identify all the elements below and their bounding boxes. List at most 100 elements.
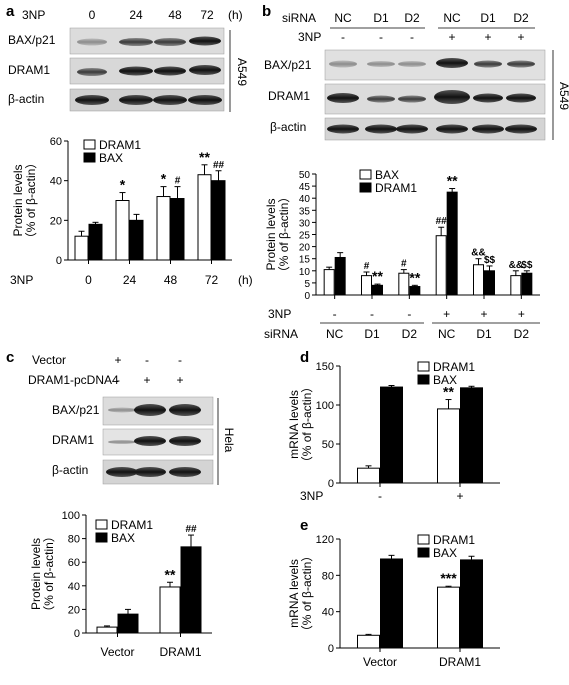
x-row-value: - — [370, 307, 374, 321]
y-tick-label: 80 — [322, 570, 334, 582]
bar — [460, 387, 483, 484]
x-tick-label: D1 — [364, 327, 380, 341]
significance-mark: *** — [440, 570, 457, 586]
panel-c-vector-mark-2: - — [178, 353, 182, 367]
panel-b-blot: b siRNA NC D1 D2 NC D1 D2 3NP - - - + + … — [262, 3, 569, 141]
x-tick-label: 48 — [164, 273, 178, 287]
blot-band — [398, 95, 426, 103]
bar — [460, 559, 483, 649]
significance-mark: ** — [409, 269, 420, 285]
y-tick-label: 20 — [299, 243, 311, 254]
significance-mark: $$ — [484, 255, 496, 266]
panel-a-blot-label-actin: β-actin — [8, 92, 44, 106]
panel-b-sirna-2: D2 — [404, 11, 420, 25]
panel-d-letter: d — [300, 349, 309, 366]
legend-label: DRAM1 — [99, 138, 141, 152]
y-axis-label-line: （% of β-actin） — [300, 550, 314, 638]
legend-swatch — [359, 169, 372, 180]
panel-b-blot-label-bax: BAX/p21 — [264, 58, 312, 72]
panel-b-3np-4: + — [484, 30, 491, 44]
y-tick-label: 100 — [62, 510, 80, 522]
y-tick-label: 50 — [299, 170, 311, 181]
y-tick-label: 60 — [50, 136, 62, 148]
bar — [437, 586, 460, 649]
y-tick-label: 50 — [322, 439, 334, 451]
blot-band — [169, 404, 201, 416]
panel-c-cell-line: Hela — [222, 428, 236, 453]
x-row-label: siRNA — [264, 327, 298, 341]
blot-band — [169, 436, 201, 446]
legend-swatch — [83, 139, 96, 150]
x-tick-label: + — [456, 489, 463, 503]
significance-mark: && — [471, 248, 485, 259]
panel-c-dram-mark-0: - — [116, 373, 120, 387]
bar — [437, 408, 460, 484]
blot-band — [436, 58, 468, 68]
significance-mark: ## — [213, 160, 225, 171]
y-axis-label-line: mRNA levels — [287, 559, 301, 628]
bar — [380, 558, 403, 649]
y-tick-label: 35 — [299, 206, 311, 217]
significance-mark: ## — [436, 216, 448, 227]
blot-band — [367, 95, 395, 103]
bar — [323, 269, 335, 296]
legend-swatch — [417, 361, 430, 372]
blot-band — [473, 93, 503, 103]
blot-band — [169, 467, 201, 477]
blot-band — [119, 38, 153, 46]
legend-label: DRAM1 — [375, 181, 417, 195]
bar — [129, 219, 144, 261]
y-axis-label-line: （% of β-actin） — [277, 191, 291, 279]
bar — [96, 626, 118, 634]
x-row-value: - — [407, 307, 411, 321]
blot-band — [329, 60, 357, 68]
blot-band — [75, 95, 109, 105]
x-tick-label: DRAM1 — [439, 655, 481, 669]
x-tick-label: Vector — [363, 655, 397, 669]
bar — [372, 284, 383, 296]
y-axis-label-line: （% of β-actin） — [42, 530, 56, 618]
panel-b-sirna-5: D2 — [513, 11, 529, 25]
bar — [446, 191, 458, 296]
panel-b-sirna-label: siRNA — [282, 11, 316, 25]
x-row-label: 3NP — [10, 273, 33, 287]
panel-c-dram-mark-1: + — [143, 373, 150, 387]
panel-c-vector-mark-0: + — [114, 353, 121, 367]
legend-label: BAX — [433, 373, 457, 387]
bar — [357, 467, 380, 484]
panel-b-3np-2: - — [410, 30, 414, 44]
blot-band — [134, 404, 166, 416]
legend-swatch — [95, 532, 108, 543]
y-tick-label: 40 — [68, 581, 80, 593]
y-axis-label-line: mRNA levels — [287, 390, 301, 459]
bar — [88, 223, 103, 261]
y-tick-label: 0 — [328, 643, 334, 655]
x-tick-label: - — [378, 489, 382, 503]
y-tick-label: 40 — [299, 194, 311, 205]
panel-a-cell-line: A549 — [235, 58, 249, 86]
panel-c-dram-mark-2: + — [176, 373, 183, 387]
significance-mark: ## — [185, 524, 197, 535]
y-tick-label: 40 — [322, 607, 334, 619]
y-axis-label: Protein levels（% of β-actin） — [264, 191, 291, 279]
blot-band — [472, 124, 504, 134]
blot-band — [77, 38, 107, 46]
significance-mark: && — [509, 260, 523, 271]
bar — [117, 613, 139, 634]
significance-mark: ** — [447, 173, 458, 189]
panel-b-3np-1: - — [379, 30, 383, 44]
blot-band — [474, 60, 502, 68]
panel-b-blot-label-dram1: DRAM1 — [268, 89, 310, 103]
panel-a-time-72: 72 — [200, 8, 214, 22]
chart-c: 0 20 40 60 80 100 Protein levels（% of β-actin）… — [29, 510, 212, 659]
blot-band — [398, 61, 426, 67]
y-tick-label: 30 — [299, 218, 311, 229]
blot-band — [505, 124, 537, 134]
y-tick-label: 0 — [56, 255, 62, 267]
bar — [435, 235, 447, 296]
blot-band — [436, 124, 468, 134]
y-tick-label: 15 — [299, 255, 311, 266]
legend-label: BAX — [111, 531, 135, 545]
